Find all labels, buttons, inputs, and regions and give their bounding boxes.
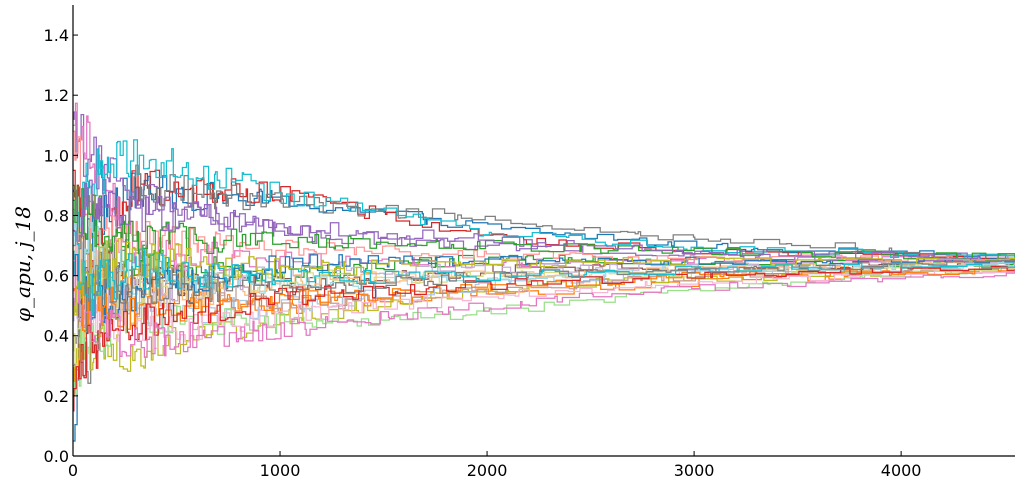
y-tick-label: 1.4 <box>44 26 69 45</box>
x-tick-label: 2000 <box>467 461 508 480</box>
series-line <box>73 164 1015 384</box>
series-line <box>73 269 1015 358</box>
y-tick-label: 0.0 <box>44 447 69 466</box>
x-tick-label: 4000 <box>881 461 922 480</box>
y-tick-label: 0.6 <box>44 267 69 286</box>
x-tick-label: 1000 <box>260 461 301 480</box>
y-tick-label: 1.0 <box>44 146 69 165</box>
y-tick-label: 0.8 <box>44 206 69 225</box>
series-layer <box>73 102 1015 442</box>
series-line <box>73 179 1015 261</box>
x-tick-label: 3000 <box>674 461 715 480</box>
series-line <box>73 238 1015 316</box>
series-line <box>73 231 1015 317</box>
y-tick-label: 1.2 <box>44 86 69 105</box>
series-line <box>73 139 1015 277</box>
y-axis-label: φ_apu, j_18 <box>11 206 35 322</box>
x-tick-label: 0 <box>68 461 78 480</box>
y-tick-label: 0.4 <box>44 327 69 346</box>
series-line <box>73 189 1015 304</box>
series-line <box>73 265 1015 412</box>
x-ticks: 0 1000 2000 3000 4000 <box>68 451 922 480</box>
series-line <box>73 102 1015 272</box>
series-line <box>73 216 1015 295</box>
y-tick-label: 0.2 <box>44 387 69 406</box>
series-line <box>73 268 1015 333</box>
y-ticks: 0.0 0.2 0.4 0.6 0.8 1.0 1.2 1.4 <box>44 26 78 466</box>
